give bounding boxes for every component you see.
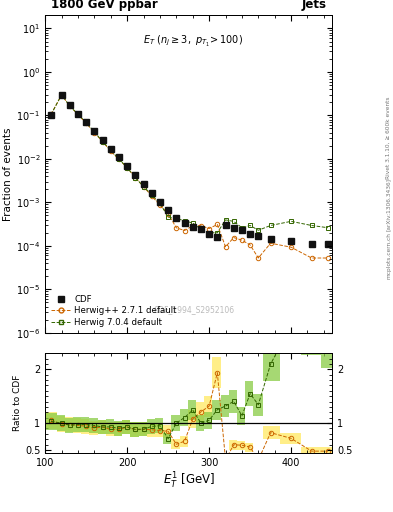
Y-axis label: Fraction of events: Fraction of events [4,127,13,221]
Text: CDF_1994_S2952106: CDF_1994_S2952106 [154,305,235,314]
Y-axis label: Ratio to CDF: Ratio to CDF [13,375,22,432]
Text: $E_T$ ($n_j \geq 3,\ p_{T_1}\!>100$): $E_T$ ($n_j \geq 3,\ p_{T_1}\!>100$) [143,33,243,48]
X-axis label: $E_T^1$ [GeV]: $E_T^1$ [GeV] [163,471,215,491]
Text: Rivet 3.1.10, ≥ 600k events: Rivet 3.1.10, ≥ 600k events [386,97,391,180]
Text: Jets: Jets [301,0,326,11]
Legend: CDF, Herwig++ 2.7.1 default, Herwig 7.0.4 default: CDF, Herwig++ 2.7.1 default, Herwig 7.0.… [50,293,179,329]
Text: mcplots.cern.ch: mcplots.cern.ch [386,232,391,280]
Text: 1800 GeV ppbar: 1800 GeV ppbar [51,0,158,11]
Text: [arXiv:1306.3436]: [arXiv:1306.3436] [386,178,391,231]
